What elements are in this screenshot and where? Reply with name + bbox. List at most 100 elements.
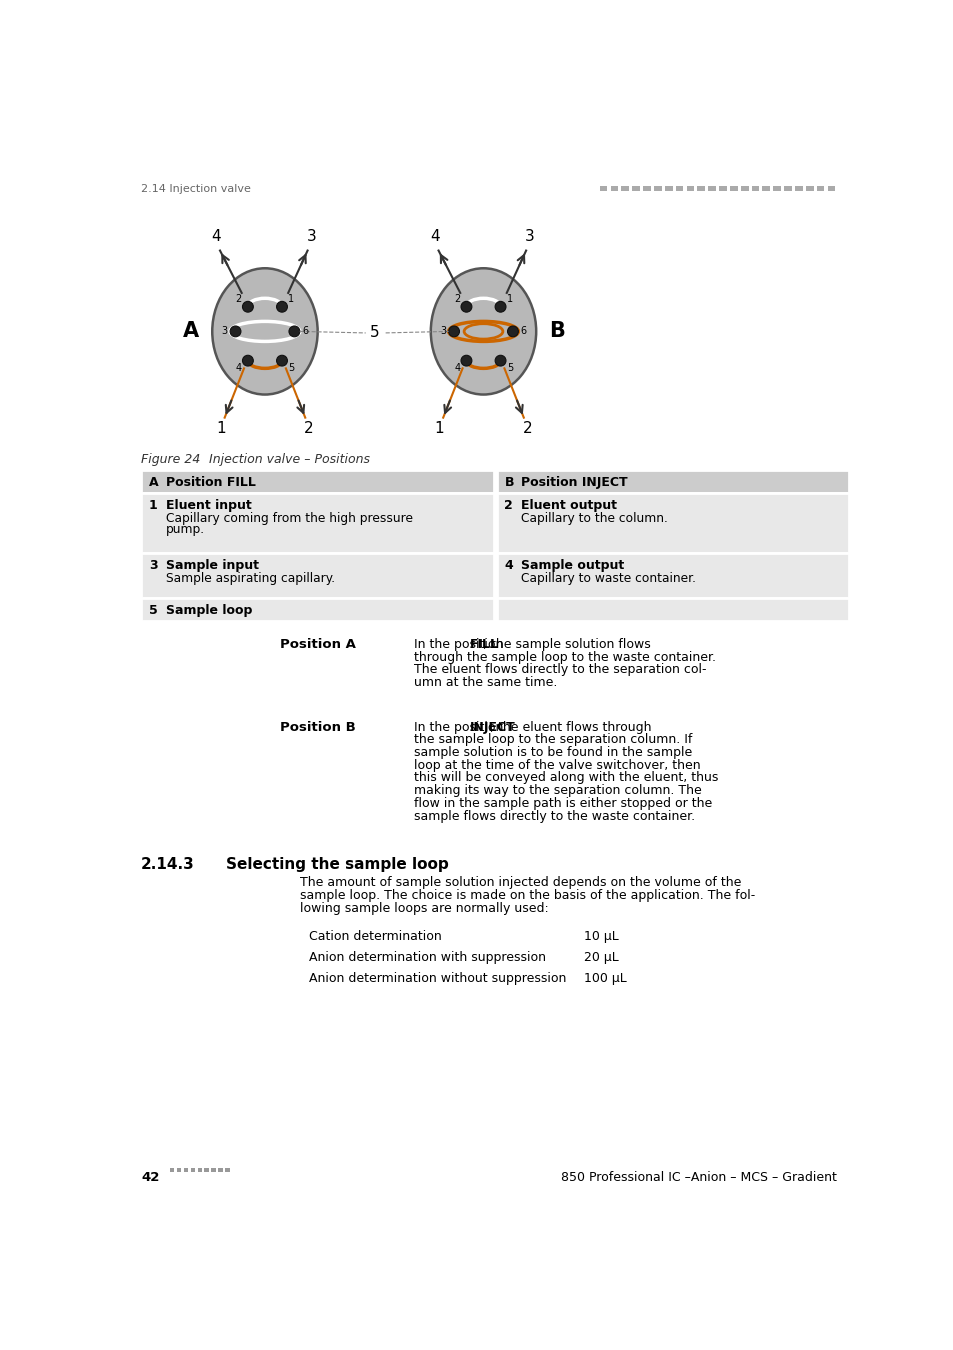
Text: 2: 2 <box>235 294 241 304</box>
Bar <box>805 186 813 192</box>
Circle shape <box>495 355 505 366</box>
Text: 5: 5 <box>506 363 513 374</box>
Text: Sample loop: Sample loop <box>166 603 252 617</box>
Bar <box>761 186 769 192</box>
Text: Sample output: Sample output <box>521 559 624 572</box>
Text: 2.14 Injection valve: 2.14 Injection valve <box>141 184 251 193</box>
Text: 4: 4 <box>504 559 513 572</box>
Text: The eluent flows directly to the separation col-: The eluent flows directly to the separat… <box>414 663 705 676</box>
Text: lowing sample loops are normally used:: lowing sample loops are normally used: <box>299 902 548 915</box>
Circle shape <box>242 301 253 312</box>
Bar <box>599 186 607 192</box>
Text: Figure 24: Figure 24 <box>141 454 200 466</box>
Bar <box>170 1168 174 1172</box>
Bar <box>141 554 493 598</box>
Text: sample solution is to be found in the sample: sample solution is to be found in the sa… <box>414 747 691 759</box>
Text: 2: 2 <box>304 421 314 436</box>
Bar <box>632 186 639 192</box>
Text: 2.14.3: 2.14.3 <box>141 856 194 872</box>
Text: Sample input: Sample input <box>166 559 258 572</box>
Text: 3: 3 <box>306 230 316 244</box>
Text: loop at the time of the valve switchover, then: loop at the time of the valve switchover… <box>414 759 700 772</box>
Text: The amount of sample solution injected depends on the volume of the: The amount of sample solution injected d… <box>299 876 740 888</box>
Bar <box>141 598 493 621</box>
Text: 4: 4 <box>430 230 439 244</box>
Text: Capillary coming from the high pressure: Capillary coming from the high pressure <box>166 512 413 525</box>
Bar <box>497 598 848 621</box>
Text: B: B <box>549 321 564 342</box>
Bar <box>719 186 726 192</box>
Text: this will be conveyed along with the eluent, thus: this will be conveyed along with the elu… <box>414 771 718 784</box>
Bar <box>675 186 682 192</box>
Text: Sample aspirating capillary.: Sample aspirating capillary. <box>166 571 335 585</box>
Text: A: A <box>149 477 158 489</box>
Bar <box>497 470 848 493</box>
Bar <box>225 1168 230 1172</box>
Text: 3: 3 <box>221 327 228 336</box>
Text: 20 μL: 20 μL <box>583 952 618 964</box>
Text: flow in the sample path is either stopped or the: flow in the sample path is either stoppe… <box>414 796 711 810</box>
Text: Eluent input: Eluent input <box>166 500 252 512</box>
Text: 1: 1 <box>215 421 225 436</box>
Text: 42: 42 <box>141 1170 159 1184</box>
Text: 2: 2 <box>504 500 513 512</box>
Bar <box>773 186 781 192</box>
Circle shape <box>507 325 517 336</box>
Circle shape <box>448 325 459 336</box>
Text: Injection valve – Positions: Injection valve – Positions <box>200 454 369 466</box>
Bar <box>141 470 493 493</box>
Text: sample flows directly to the waste container.: sample flows directly to the waste conta… <box>414 810 694 822</box>
Bar <box>740 186 748 192</box>
Circle shape <box>276 355 287 366</box>
Bar <box>827 186 835 192</box>
Bar <box>497 554 848 598</box>
Text: Selecting the sample loop: Selecting the sample loop <box>226 856 449 872</box>
Circle shape <box>495 301 505 312</box>
Bar <box>141 493 493 554</box>
Text: In the position: In the position <box>414 637 507 651</box>
Bar <box>497 493 848 554</box>
Circle shape <box>460 301 472 312</box>
Text: Eluent output: Eluent output <box>521 500 617 512</box>
Text: 2: 2 <box>522 421 532 436</box>
Bar <box>816 186 823 192</box>
Bar <box>183 1168 188 1172</box>
Text: 1: 1 <box>288 294 294 304</box>
Bar <box>783 186 791 192</box>
Circle shape <box>276 301 287 312</box>
Circle shape <box>460 355 472 366</box>
Text: Position INJECT: Position INJECT <box>521 477 627 489</box>
Text: 4: 4 <box>212 230 221 244</box>
Text: 100 μL: 100 μL <box>583 972 626 986</box>
Text: umn at the same time.: umn at the same time. <box>414 676 557 688</box>
Text: Cation determination: Cation determination <box>309 930 441 944</box>
Text: B: B <box>504 477 514 489</box>
Text: through the sample loop to the waste container.: through the sample loop to the waste con… <box>414 651 715 664</box>
Circle shape <box>230 325 241 336</box>
Text: , the eluent flows through: , the eluent flows through <box>490 721 651 733</box>
Text: Anion determination without suppression: Anion determination without suppression <box>309 972 566 986</box>
Text: 3: 3 <box>149 559 157 572</box>
Text: Position A: Position A <box>279 637 355 651</box>
Text: 5: 5 <box>370 325 379 340</box>
Circle shape <box>242 355 253 366</box>
Bar <box>654 186 661 192</box>
Bar <box>218 1168 223 1172</box>
Bar <box>620 186 629 192</box>
Bar <box>204 1168 209 1172</box>
Text: sample loop. The choice is made on the basis of the application. The fol-: sample loop. The choice is made on the b… <box>299 888 754 902</box>
Bar <box>729 186 737 192</box>
Bar <box>686 186 694 192</box>
Bar <box>197 1168 202 1172</box>
Bar <box>191 1168 195 1172</box>
Text: Position FILL: Position FILL <box>166 477 255 489</box>
Text: 10 μL: 10 μL <box>583 930 618 944</box>
Bar <box>664 186 672 192</box>
Text: 1: 1 <box>434 421 444 436</box>
Text: In the position: In the position <box>414 721 507 733</box>
Text: making its way to the separation column. The: making its way to the separation column.… <box>414 784 700 796</box>
Text: pump.: pump. <box>166 524 205 536</box>
Bar <box>642 186 650 192</box>
Text: 1: 1 <box>149 500 157 512</box>
Text: 850 Professional IC –Anion – MCS – Gradient: 850 Professional IC –Anion – MCS – Gradi… <box>560 1170 836 1184</box>
